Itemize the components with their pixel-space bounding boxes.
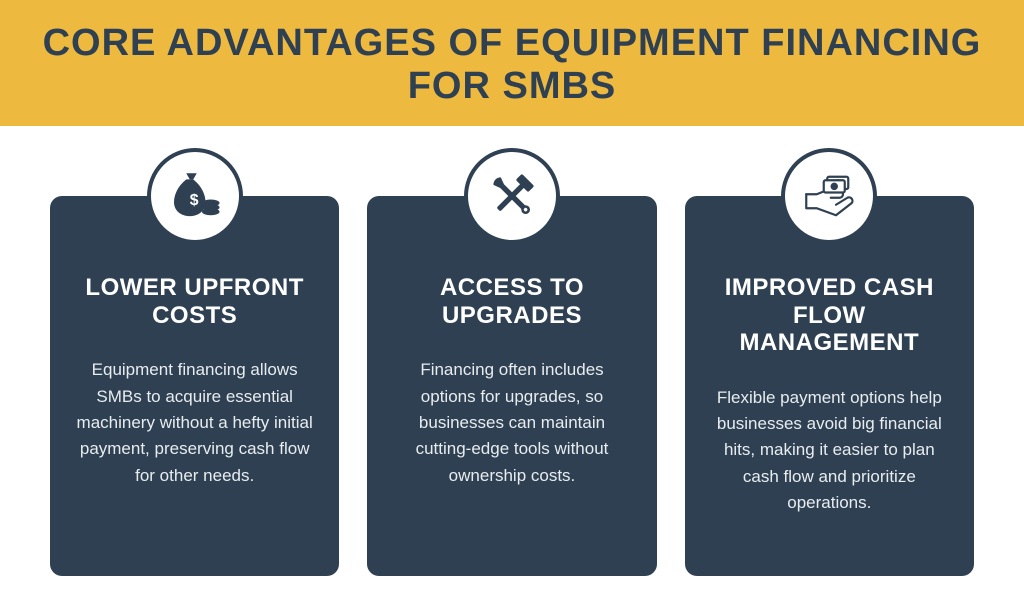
header-bar: CORE ADVANTAGES OF EQUIPMENT FINANCING F… xyxy=(0,0,1024,126)
page-title: CORE ADVANTAGES OF EQUIPMENT FINANCING F… xyxy=(0,22,1024,108)
card-access-upgrades: ACCESS TO UPGRADES Financing often inclu… xyxy=(367,196,656,576)
svg-text:$: $ xyxy=(189,192,198,209)
card-body: Flexible payment options help businesses… xyxy=(711,385,948,517)
cards-row: $ LOWER UPFRONT COSTS Equipment financin… xyxy=(0,126,1024,576)
card-title: ACCESS TO UPGRADES xyxy=(393,274,630,329)
card-title: IMPROVED CASH FLOW MANAGEMENT xyxy=(711,274,948,357)
tools-icon xyxy=(464,148,560,244)
card-lower-upfront: $ LOWER UPFRONT COSTS Equipment financin… xyxy=(50,196,339,576)
money-bag-icon: $ xyxy=(147,148,243,244)
card-body: Equipment financing allows SMBs to acqui… xyxy=(76,357,313,489)
cash-hand-icon xyxy=(781,148,877,244)
card-title: LOWER UPFRONT COSTS xyxy=(76,274,313,329)
card-body: Financing often includes options for upg… xyxy=(393,357,630,489)
card-cash-flow: IMPROVED CASH FLOW MANAGEMENT Flexible p… xyxy=(685,196,974,576)
